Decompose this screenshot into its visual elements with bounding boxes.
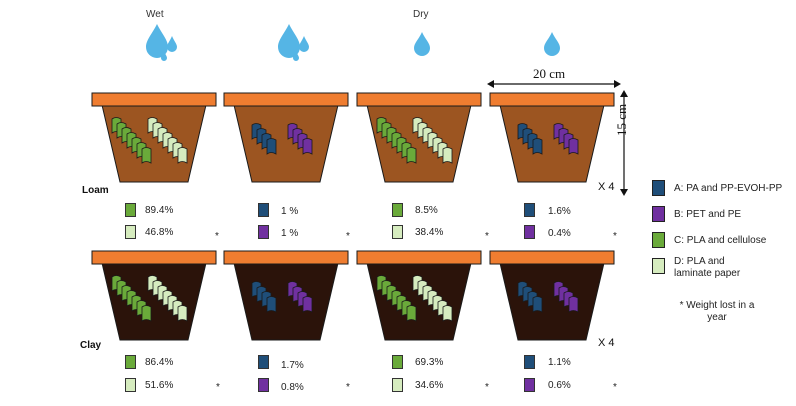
asterisk: *: [216, 382, 220, 393]
legend-label-b: B: PET and PE: [674, 209, 742, 220]
header-wet: Wet: [146, 9, 164, 20]
swatch-b: [258, 225, 269, 239]
sample-c: [141, 147, 152, 164]
sample-b: [302, 138, 313, 155]
row-label-loam: Loam: [82, 185, 109, 196]
asterisk: *: [485, 231, 489, 242]
sample-d: [177, 147, 188, 164]
value-loam-wet-a: 1 %: [281, 206, 299, 217]
value-loam-dry-b: 0.4%: [548, 228, 571, 239]
asterisk: *: [346, 382, 350, 393]
value-clay-dry-d: 34.6%: [415, 380, 444, 391]
pot-rim: [91, 250, 217, 265]
footnote: * Weight lost in a year: [679, 300, 755, 323]
swatch-a: [258, 355, 269, 369]
sample-c: [406, 147, 417, 164]
pot-clay-wet-cd: [91, 250, 217, 341]
value-clay-wet-c: 86.4%: [145, 357, 174, 368]
multiplier-loam: X 4: [598, 181, 615, 193]
sample-d: [177, 305, 188, 322]
pot-rim: [356, 92, 482, 107]
pot-rim: [223, 250, 349, 265]
pot-loam-dry-cd: [356, 92, 482, 183]
legend-label-c: C: PLA and cellulose: [674, 235, 767, 246]
width-dimension-arrow: [487, 80, 621, 88]
swatch-a: [258, 203, 269, 217]
width-dimension-label: 20 cm: [533, 66, 566, 81]
legend-label-d: D: PLA and laminate paper: [674, 256, 741, 279]
pot-clay-wet-ab: [223, 250, 349, 341]
sample-d: [442, 305, 453, 322]
multiplier-clay: X 4: [598, 337, 615, 349]
asterisk: *: [485, 382, 489, 393]
legend-swatch-b: [652, 206, 665, 222]
sample-d: [442, 147, 453, 164]
sample-c: [141, 305, 152, 322]
swatch-d: [392, 225, 403, 239]
legend-swatch-c: [652, 232, 665, 248]
asterisk: *: [215, 231, 219, 242]
pot-loam-wet-ab: [223, 92, 349, 183]
sample-b: [568, 296, 579, 313]
value-clay-dry-a: 1.1%: [548, 357, 571, 368]
swatch-d: [125, 378, 136, 392]
asterisk: *: [613, 231, 617, 242]
swatch-c: [125, 203, 136, 217]
swatch-a: [524, 203, 535, 217]
legend-swatch-d: [652, 258, 665, 274]
swatch-c: [125, 355, 136, 369]
water-drops-heavy-icon: [146, 24, 177, 61]
asterisk: *: [346, 231, 350, 242]
pot-loam-dry-ab: [489, 92, 615, 183]
swatch-d: [392, 378, 403, 392]
pot-clay-dry-cd: [356, 250, 482, 341]
swatch-b: [524, 378, 535, 392]
value-loam-dry-a: 1.6%: [548, 206, 571, 217]
water-drop-icon: [544, 32, 560, 56]
asterisk: *: [613, 382, 617, 393]
sample-a: [266, 138, 277, 155]
value-clay-wet-b: 0.8%: [281, 382, 304, 393]
pot-clay-dry-ab: [489, 250, 615, 341]
sample-a: [532, 296, 543, 313]
legend-label-a: A: PA and PP-EVOH-PP: [674, 183, 783, 194]
swatch-d: [125, 225, 136, 239]
pot-rim: [223, 92, 349, 107]
swatch-b: [524, 225, 535, 239]
value-loam-wet-d: 46.8%: [145, 227, 174, 238]
swatch-a: [524, 355, 535, 369]
value-loam-dry-d: 38.4%: [415, 227, 444, 238]
value-clay-wet-d: 51.6%: [145, 380, 174, 391]
water-drop-icon: [414, 32, 430, 56]
height-dimension-label: 15 cm: [614, 103, 629, 136]
pot-rim: [489, 92, 615, 107]
value-loam-dry-c: 8.5%: [415, 205, 438, 216]
pot-rim: [91, 92, 217, 107]
value-clay-dry-c: 69.3%: [415, 357, 444, 368]
legend-swatch-a: [652, 180, 665, 196]
header-dry: Dry: [413, 9, 429, 20]
value-loam-wet-c: 89.4%: [145, 205, 174, 216]
value-clay-dry-b: 0.6%: [548, 380, 571, 391]
sample-b: [302, 296, 313, 313]
swatch-c: [392, 355, 403, 369]
row-label-clay: Clay: [80, 340, 102, 351]
sample-a: [532, 138, 543, 155]
swatch-c: [392, 203, 403, 217]
pot-loam-wet-cd: [91, 92, 217, 183]
sample-b: [568, 138, 579, 155]
sample-c: [406, 305, 417, 322]
value-clay-wet-a: 1.7%: [281, 360, 304, 371]
value-loam-wet-b: 1 %: [281, 228, 299, 239]
water-drops-heavy-icon: [278, 24, 309, 61]
swatch-b: [258, 378, 269, 392]
pot-rim: [356, 250, 482, 265]
height-dimension-arrow: [620, 90, 628, 196]
sample-a: [266, 296, 277, 313]
pot-rim: [489, 250, 615, 265]
